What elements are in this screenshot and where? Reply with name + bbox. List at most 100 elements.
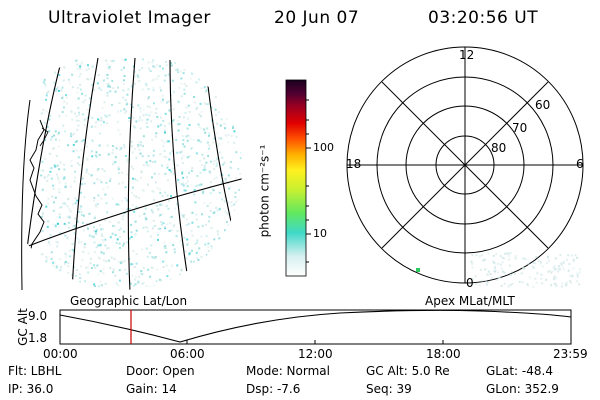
speckle-pixel [166,275,169,278]
speckle-pixel [165,60,167,63]
speckle-pixel [65,185,67,188]
polar-speckle-pixel [503,257,506,260]
speckle-pixel [164,112,167,115]
apex-panel-label: Apex MLat/MLT [425,294,515,308]
speckle-pixel [41,188,44,191]
speckle-pixel [105,59,108,62]
speckle-pixel [109,180,111,182]
speckle-pixel [198,113,201,116]
speckle-pixel [115,147,118,150]
speckle-pixel [52,187,55,190]
speckle-pixel [102,268,105,271]
speckle-pixel [162,67,164,70]
speckle-pixel [47,174,50,177]
speckle-pixel [169,152,172,155]
speckle-pixel [244,168,246,170]
speckle-pixel [219,267,222,270]
speckle-pixel [190,147,193,150]
speckle-pixel [208,170,211,173]
polar-speckle-pixel [503,282,506,285]
speckle-pixel [88,234,91,237]
speckle-pixel [41,160,44,163]
speckle-pixel [161,139,164,142]
speckle-pixel [77,211,80,213]
speckle-pixel [87,173,90,175]
speckle-pixel [235,127,238,130]
speckle-pixel [240,59,242,62]
speckle-pixel [84,118,87,121]
speckle-pixel [180,150,183,153]
speckle-pixel [74,176,77,179]
speckle-pixel [155,135,157,138]
speckle-pixel [86,158,89,161]
speckle-pixel [181,171,184,174]
speckle-pixel [179,122,182,125]
speckle-pixel [123,259,126,262]
speckle-pixel [232,228,235,231]
speckle-pixel [80,205,83,208]
speckle-pixel [47,220,50,223]
speckle-pixel [145,122,148,125]
speckle-pixel [125,159,128,162]
speckle-pixel [157,228,160,230]
speckle-pixel [50,258,53,260]
speckle-pixel [212,64,215,67]
speckle-pixel [65,256,68,259]
speckle-pixel [216,162,219,165]
speckle-pixel [53,164,56,166]
speckle-pixel [170,229,173,232]
speckle-pixel [53,81,56,84]
speckle-pixel [196,106,199,109]
speckle-pixel [95,121,98,124]
speckle-pixel [119,133,122,136]
speckle-pixel [135,206,138,209]
speckle-pixel [59,160,62,163]
speckle-pixel [196,241,198,244]
speckle-pixel [115,282,118,285]
speckle-pixel [132,117,135,120]
speckle-pixel [93,182,96,185]
speckle-pixel [220,101,223,104]
speckle-pixel [202,190,205,193]
speckle-pixel [191,72,194,75]
speckle-pixel [144,225,147,228]
speckle-pixel [235,71,238,74]
speckle-pixel [74,112,76,115]
speckle-pixel [60,206,63,208]
speckle-pixel [123,75,126,77]
speckle-pixel [166,101,169,104]
speckle-pixel [163,150,166,152]
speckle-pixel [146,164,149,166]
mlat-label-70: 70 [512,121,528,135]
speckle-pixel [159,65,161,68]
speckle-pixel [193,96,196,98]
speckle-pixel [133,210,136,213]
speckle-pixel [54,71,56,74]
speckle-pixel [138,141,141,144]
speckle-pixel [119,236,122,238]
speckle-pixel [167,140,170,143]
polar-speckle-pixel [498,276,501,279]
speckle-pixel [61,97,64,99]
speckle-pixel [87,109,90,111]
speckle-pixel [47,241,50,244]
polar-speckle-pixel [522,267,525,270]
speckle-pixel [170,195,172,198]
speckle-pixel [164,260,167,263]
speckle-pixel [45,94,48,97]
speckle-pixel [188,253,191,256]
speckle-pixel [238,99,241,102]
speckle-pixel [194,293,196,295]
speckle-pixel [83,119,86,122]
speckle-pixel [43,121,46,124]
speckle-pixel [224,127,226,130]
polar-speckle-pixel [510,283,512,286]
speckle-pixel [230,201,233,204]
speckle-pixel [83,246,86,249]
speckle-pixel [161,260,164,263]
speckle-pixel [87,227,89,230]
speckle-pixel [102,188,105,191]
speckle-pixel [179,59,182,62]
polar-speckle-pixel [569,280,572,282]
speckle-pixel [62,177,65,180]
